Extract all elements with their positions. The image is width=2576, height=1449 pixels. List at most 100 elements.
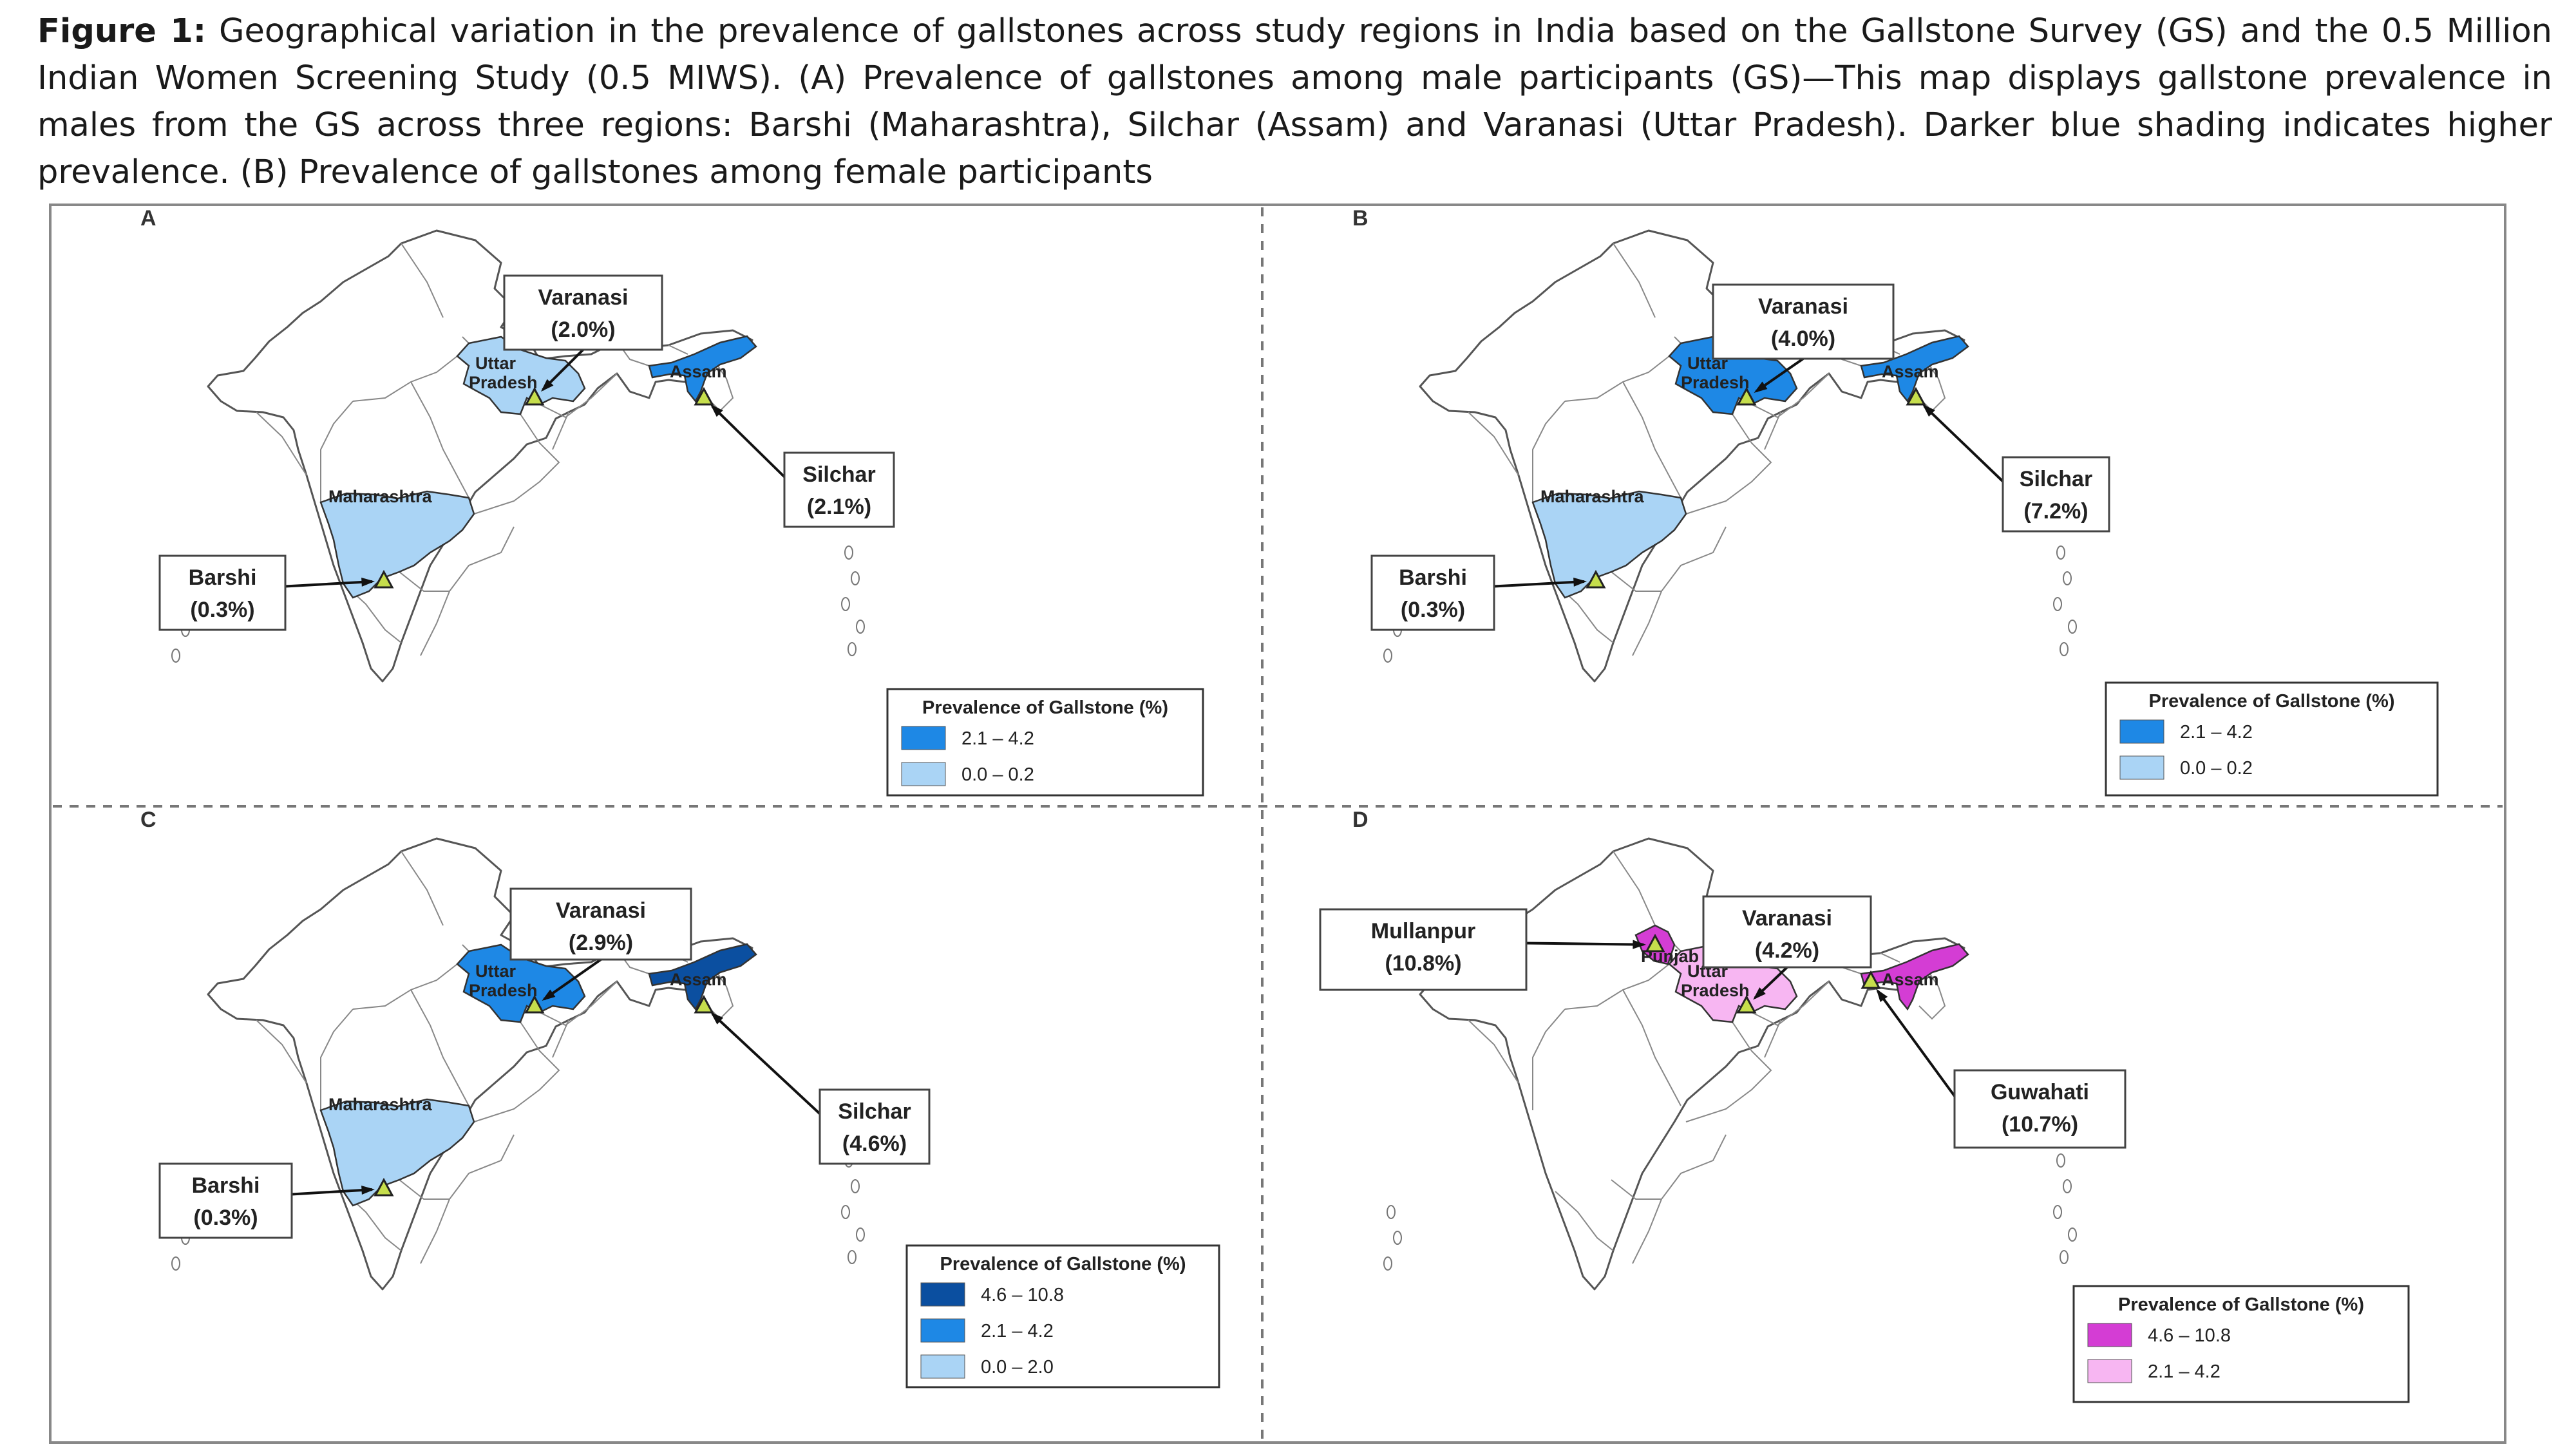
site-marker-mullanpur — [1645, 933, 1665, 952]
panel-a: A Uttar Pradesh Maharashtra Assam Varanasi (2.… — [140, 206, 1204, 797]
state-mh — [319, 490, 475, 599]
state-label-as: Assam — [1882, 362, 1939, 381]
state-boundary — [320, 1009, 354, 1110]
state-boundary — [420, 1198, 450, 1264]
site-arrow-mullanpur — [1526, 942, 1644, 946]
legend-swatch — [901, 762, 946, 786]
site-value-mullanpur: (10.8%) — [1385, 951, 1461, 976]
state-label-mh: Maharashtra — [328, 1095, 433, 1114]
island-shape — [1383, 649, 1392, 663]
site-value-guwahati: (10.7%) — [2002, 1112, 2078, 1137]
site-name-barshi: Barshi — [192, 1173, 260, 1198]
legend-swatch — [920, 1354, 965, 1379]
site-arrow-silchar — [1923, 405, 2004, 482]
state-boundary — [552, 1019, 569, 1058]
site-name-silchar: Silchar — [2020, 467, 2092, 491]
site-arrow-silchar — [711, 1012, 821, 1115]
site-marker-silchar — [694, 386, 714, 406]
state-boundary — [1611, 526, 1727, 592]
legend-entry-label: 0.0 – 2.0 — [981, 1357, 1054, 1378]
state-label-mh: Maharashtra — [328, 487, 433, 506]
state-boundary — [1632, 1198, 1662, 1264]
site-arrow-barshi — [1493, 580, 1585, 588]
state-boundary — [1685, 1021, 1772, 1122]
island-shape — [848, 642, 857, 656]
island-shape — [2060, 642, 2069, 656]
legend-title: Prevalence of Gallstone (%) — [940, 1254, 1186, 1274]
island-shape — [2056, 545, 2065, 560]
figure-caption-label: Figure 1: — [37, 12, 207, 50]
state-boundary — [1751, 981, 1830, 1027]
legend-entry-label: 0.0 – 0.2 — [2180, 758, 2253, 779]
site-callout-guwahati — [1953, 1069, 2126, 1149]
site-value-barshi: (0.3%) — [190, 598, 254, 622]
site-value-silchar: (2.1%) — [807, 495, 871, 519]
site-name-barshi: Barshi — [1399, 565, 1467, 590]
state-boundary — [462, 336, 469, 344]
site-callout-varanasi — [503, 274, 663, 351]
site-marker-varanasi — [1736, 386, 1757, 406]
island-shape — [851, 1179, 860, 1193]
legend-title: Prevalence of Gallstone (%) — [2118, 1294, 2364, 1315]
figure-frame — [49, 204, 2506, 1444]
state-as — [1860, 335, 1969, 403]
state-boundary — [1555, 1191, 1614, 1251]
site-marker-barshi — [374, 1177, 394, 1197]
legend-entry-label: 0.0 – 0.2 — [961, 764, 1034, 785]
site-name-barshi: Barshi — [189, 565, 257, 590]
site-value-barshi: (0.3%) — [193, 1206, 258, 1230]
legend-swatch — [901, 726, 946, 750]
island-shape — [2056, 1153, 2065, 1168]
site-callout-varanasi — [1712, 283, 1895, 360]
state-mh — [319, 1098, 475, 1207]
site-name-varanasi: Varanasi — [556, 898, 646, 923]
island-shape — [844, 545, 853, 560]
island-shape — [2060, 1250, 2069, 1264]
legend-swatch — [2087, 1359, 2132, 1383]
state-label-up: Uttar Pradesh — [469, 961, 538, 1000]
state-boundary — [473, 413, 560, 515]
site-marker-guwahati — [1861, 970, 1881, 989]
site-arrow-barshi — [285, 580, 373, 588]
site-arrow-barshi — [291, 1188, 373, 1196]
legend-entry-label: 2.1 – 4.2 — [961, 728, 1034, 749]
panel-c: C Uttar Pradesh Maharashtra Assam Varanasi (2.… — [140, 808, 1220, 1388]
island-shape — [171, 1256, 180, 1271]
panel-b: B Uttar Pradesh Maharashtra Assam Varanasi (4.… — [1352, 206, 2439, 797]
panel-label: B — [1352, 206, 1368, 231]
india-outline — [1419, 837, 1965, 1291]
island-shape — [1383, 1256, 1392, 1271]
state-boundary — [1613, 851, 1656, 926]
state-boundary — [256, 1019, 307, 1084]
island-shape — [856, 620, 865, 634]
state-boundary — [1918, 967, 1946, 1020]
state-boundary — [706, 359, 734, 412]
legend-entry-label: 2.1 – 4.2 — [981, 1321, 1054, 1341]
site-callout-varanasi — [1702, 895, 1872, 969]
state-boundary — [1611, 1134, 1727, 1200]
island-shape — [841, 597, 850, 611]
state-boundary — [462, 944, 469, 952]
state-label-up: Uttar Pradesh — [1681, 354, 1750, 392]
legend: Prevalence of Gallstone (%) 2.1 – 4.2 0.0 … — [886, 688, 1204, 797]
panel-label: D — [1352, 808, 1368, 832]
site-value-varanasi: (2.0%) — [551, 317, 615, 342]
site-marker-silchar — [694, 994, 714, 1014]
panel-label: A — [140, 206, 156, 231]
site-marker-varanasi — [524, 386, 545, 406]
state-boundary — [1685, 413, 1772, 515]
legend-swatch — [2119, 719, 2164, 744]
island-shape — [2068, 620, 2077, 634]
state-mh — [1531, 490, 1687, 599]
state-boundary — [1468, 412, 1519, 476]
site-arrow-varanasi — [543, 958, 602, 1001]
legend-swatch — [920, 1318, 965, 1343]
state-boundary — [401, 851, 444, 926]
site-arrowhead-barshi — [361, 1186, 375, 1195]
site-name-mullanpur: Mullanpur — [1371, 919, 1475, 943]
island-shape — [2053, 597, 2062, 611]
state-boundary — [668, 345, 688, 355]
legend-title: Prevalence of Gallstone (%) — [2149, 691, 2395, 712]
site-name-varanasi: Varanasi — [1758, 294, 1848, 319]
